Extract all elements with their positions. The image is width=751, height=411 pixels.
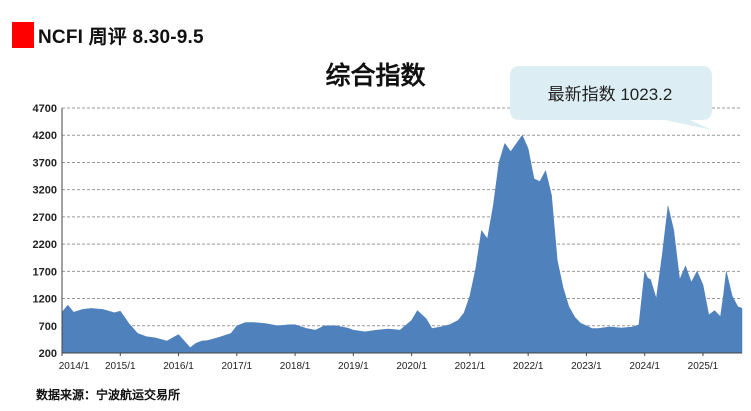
y-tick-label: 1200 <box>33 294 57 306</box>
x-tick-label: 2020/1 <box>396 361 427 372</box>
callout-shape <box>510 66 712 130</box>
data-source-note: 数据来源：宁波航运交易所 <box>36 388 181 402</box>
x-tick-label: 2017/1 <box>222 361 253 372</box>
x-tick-label: 2018/1 <box>280 361 311 372</box>
y-tick-label: 4200 <box>33 130 57 142</box>
chart-title: 综合指数 <box>325 62 426 90</box>
x-tick-label: 2019/1 <box>338 361 369 372</box>
red-accent-block <box>12 22 34 48</box>
y-tick-label: 700 <box>39 321 57 333</box>
x-tick-label: 2022/1 <box>513 361 544 372</box>
x-tick-labels: 2014/1 2015/1 2016/1 2017/1 2018/1 2019/1 2020… <box>59 353 719 372</box>
x-tick-label: 2021/1 <box>455 361 486 372</box>
y-tick-label: 4700 <box>33 103 57 115</box>
composite-index-area <box>61 134 743 354</box>
y-tick-label: 2700 <box>33 212 57 224</box>
y-tick-label: 1700 <box>33 266 57 278</box>
y-tick-label: 3700 <box>33 157 57 169</box>
y-tick-labels: 200 700 1200 1700 2200 2700 3200 3700 4200 4700 <box>33 103 57 360</box>
y-tick-label: 2200 <box>33 239 57 251</box>
x-tick-label: 2014/1 <box>59 361 90 372</box>
report-title: NCFI 周评 8.30-9.5 <box>38 26 204 48</box>
x-tick-label: 2024/1 <box>629 361 660 372</box>
x-tick-label: 2015/1 <box>105 361 136 372</box>
axes <box>61 108 742 354</box>
area-series <box>61 134 743 354</box>
x-tick-label: 2025/1 <box>688 361 719 372</box>
callout-bubble <box>510 66 712 130</box>
latest-index-text: 最新指数 1023.2 <box>547 84 673 104</box>
report-header: NCFI 周评 8.30-9.5 <box>12 22 204 48</box>
x-tick-label: 2016/1 <box>163 361 194 372</box>
latest-index-callout: 最新指数 1023.2 <box>510 66 715 132</box>
x-tick-label: 2023/1 <box>571 361 602 372</box>
gridlines <box>62 107 742 327</box>
y-tick-label: 3200 <box>33 185 57 197</box>
y-tick-label: 200 <box>39 348 57 360</box>
